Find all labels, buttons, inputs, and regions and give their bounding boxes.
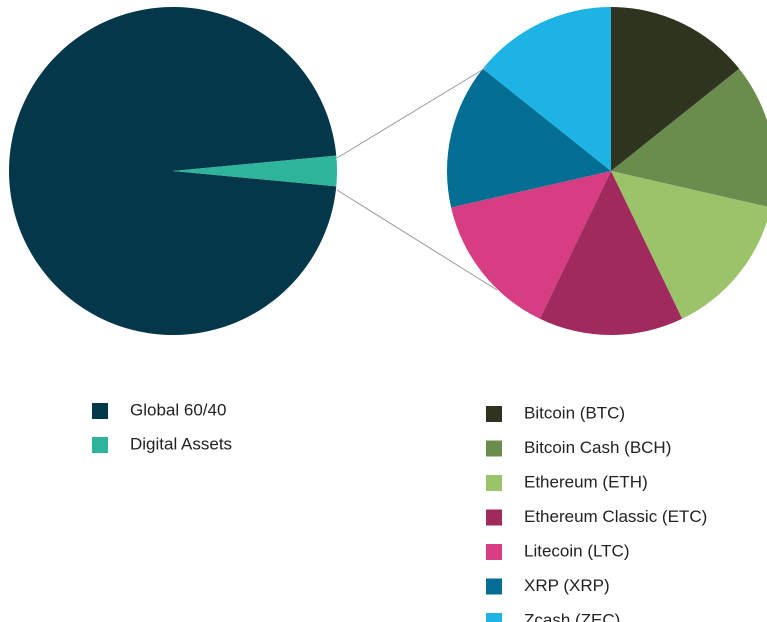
legend-swatch bbox=[486, 613, 502, 622]
legend-swatch bbox=[486, 475, 502, 491]
legend-swatch bbox=[486, 440, 502, 457]
pie-slice bbox=[539, 171, 683, 335]
legend-label: Litecoin (LTC) bbox=[524, 541, 630, 560]
legend-swatch bbox=[92, 403, 108, 419]
pie-slice bbox=[451, 171, 611, 319]
legend-swatch bbox=[486, 544, 502, 560]
legend-label: Zcash (ZEC) bbox=[524, 610, 620, 622]
pie-slice bbox=[8, 6, 337, 335]
pie-slice bbox=[482, 6, 611, 171]
connector-line bbox=[336, 66, 488, 159]
pie-slice bbox=[611, 68, 767, 207]
legend-label: Global 60/40 bbox=[130, 400, 226, 419]
pie-slice bbox=[611, 171, 767, 319]
legend-label: Bitcoin Cash (BCH) bbox=[524, 438, 671, 457]
pie-slice bbox=[173, 155, 337, 187]
legend-label: XRP (XRP) bbox=[524, 576, 610, 595]
legend-swatch bbox=[486, 578, 502, 595]
legend-swatch bbox=[92, 437, 108, 453]
legend-label: Ethereum Classic (ETC) bbox=[524, 507, 707, 526]
pie-slice bbox=[447, 68, 611, 208]
legend-swatch bbox=[486, 509, 502, 526]
legend-label: Ethereum (ETH) bbox=[524, 472, 648, 491]
legend-swatch bbox=[486, 406, 502, 422]
legend-label: Bitcoin (BTC) bbox=[524, 403, 625, 422]
legend-label: Digital Assets bbox=[130, 434, 232, 453]
pie-slice bbox=[611, 7, 740, 171]
connector-line bbox=[336, 189, 498, 291]
